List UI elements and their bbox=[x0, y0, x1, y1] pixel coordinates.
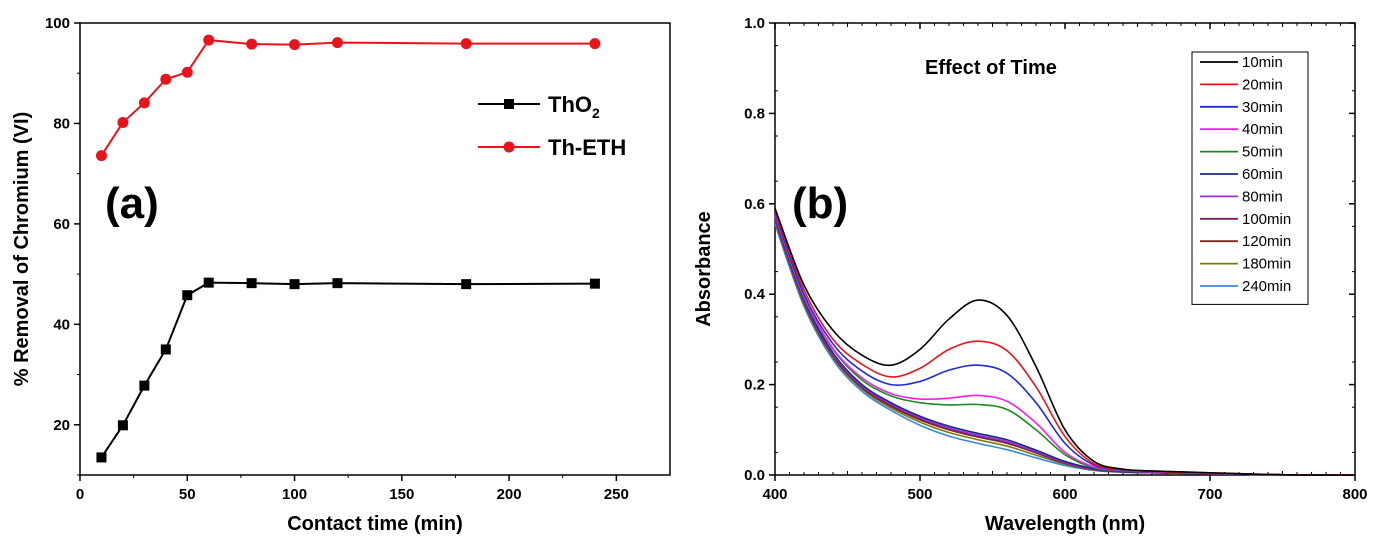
panel-a-xtick-label: 100 bbox=[282, 486, 307, 503]
panel-b: 400 500 600 700 800 0.0 0.2 0.4 0.6 0.8 1.0 Wavelen… bbox=[693, 15, 1368, 535]
panel-a-point bbox=[289, 279, 300, 290]
panel-a-letter: (a) bbox=[105, 179, 159, 228]
panel-a-legend: ThO2 Th-ETH bbox=[478, 92, 626, 160]
panel-b-legend-label: 240min bbox=[1242, 278, 1291, 295]
panel-a-point bbox=[182, 290, 193, 301]
panel-a-ylabel: % Removal of Chromium (VI) bbox=[11, 112, 33, 386]
panel-b-ytick-label: 0.2 bbox=[744, 377, 765, 394]
panel-a-series-line-0 bbox=[100, 281, 595, 458]
panel-a-point bbox=[181, 66, 193, 78]
panel-b-ytick-label: 0.8 bbox=[744, 105, 765, 122]
panel-b-legend-box bbox=[1191, 51, 1309, 305]
panel-a-ytick-label: 60 bbox=[53, 216, 70, 233]
panel-a-point bbox=[460, 38, 472, 50]
panel-a-point bbox=[117, 420, 128, 431]
panel-a-xtick-label: 200 bbox=[497, 486, 522, 503]
panel-a-ytick-label: 80 bbox=[53, 115, 70, 132]
panel-a: 0 50 100 150 200 250 20 40 60 80 100 Contact time (… bbox=[11, 15, 671, 535]
panel-a-ytick-label: 100 bbox=[45, 15, 70, 32]
panel-b-ytick-label: 0.6 bbox=[744, 196, 765, 213]
panel-a-ytick-label: 20 bbox=[53, 417, 70, 434]
panel-b-xlabel: Wavelength (nm) bbox=[985, 513, 1145, 535]
panel-a-point bbox=[289, 39, 301, 51]
panel-b-ytick-label: 0.4 bbox=[744, 286, 766, 303]
panel-a-xtick-label: 0 bbox=[76, 486, 84, 503]
panel-a-legend-marker bbox=[504, 99, 514, 109]
panel-b-legend-label: 30min bbox=[1242, 99, 1283, 116]
panel-a-series-line-1 bbox=[100, 39, 595, 157]
panel-b-annotation: Effect of Time bbox=[925, 57, 1057, 79]
panel-a-point bbox=[331, 37, 343, 49]
panel-b-legend-label: 180min bbox=[1242, 256, 1291, 273]
panel-a-legend-marker bbox=[503, 141, 515, 153]
panel-a-point bbox=[96, 452, 107, 463]
panel-b-xtick-label: 400 bbox=[762, 486, 787, 503]
panel-b-legend-label: 100min bbox=[1242, 211, 1291, 228]
panel-b-legend-label: 80min bbox=[1242, 188, 1283, 205]
panel-a-point bbox=[589, 38, 601, 50]
panel-a-xlabel: Contact time (min) bbox=[287, 513, 463, 535]
panel-a-point bbox=[461, 279, 472, 290]
panel-b-ytick-label: 0.0 bbox=[744, 467, 765, 484]
panel-a-point bbox=[95, 150, 107, 162]
panel-a-point bbox=[139, 380, 150, 391]
panel-b-legend-label: 120min bbox=[1242, 233, 1291, 250]
panel-a-xtick-label: 150 bbox=[389, 486, 414, 503]
panel-b-letter: (b) bbox=[792, 179, 848, 228]
panel-a-point bbox=[160, 73, 172, 85]
panel-a-point bbox=[332, 278, 343, 289]
panel-a-point bbox=[203, 277, 214, 288]
panel-a-frame bbox=[79, 22, 671, 476]
panel-b-ytick-label: 1.0 bbox=[744, 15, 765, 32]
panel-b-legend-label: 50min bbox=[1242, 144, 1283, 161]
panel-b-xtick-label: 700 bbox=[1197, 486, 1222, 503]
panel-a-legend-label: Th-ETH bbox=[548, 135, 626, 160]
panel-a-point bbox=[589, 278, 600, 289]
panel-a-legend-label-base: ThO bbox=[548, 92, 592, 117]
panel-a-point bbox=[246, 38, 258, 50]
panel-b-legend-label: 20min bbox=[1242, 76, 1283, 93]
panel-a-xtick-label: 50 bbox=[179, 486, 196, 503]
panel-b-xtick-label: 500 bbox=[907, 486, 932, 503]
panel-b-ylabel: Absorbance bbox=[693, 211, 715, 327]
panel-b-legend-label: 40min bbox=[1242, 121, 1283, 138]
panel-a-xtick-label: 250 bbox=[604, 486, 629, 503]
panel-a-point bbox=[203, 34, 215, 46]
panel-a-point bbox=[138, 97, 150, 109]
panel-a-ytick-label: 40 bbox=[53, 316, 70, 333]
panel-b-xtick-label: 800 bbox=[1342, 486, 1367, 503]
panel-a-point bbox=[117, 116, 129, 128]
panel-a-legend-label-sub: 2 bbox=[592, 105, 600, 121]
panel-b-series-line-0 bbox=[774, 208, 1355, 476]
panel-a-legend-label: ThO2 bbox=[548, 92, 600, 121]
panel-b-legend-label: 60min bbox=[1242, 166, 1283, 183]
panel-b-legend: 10min 20min 30min 40min 50min 60min 80min 100mi… bbox=[1191, 51, 1309, 305]
panel-a-point bbox=[246, 278, 257, 289]
panel-b-legend-label: 10min bbox=[1242, 54, 1283, 71]
panel-a-point bbox=[160, 344, 171, 355]
panel-b-xtick-label: 600 bbox=[1052, 486, 1077, 503]
